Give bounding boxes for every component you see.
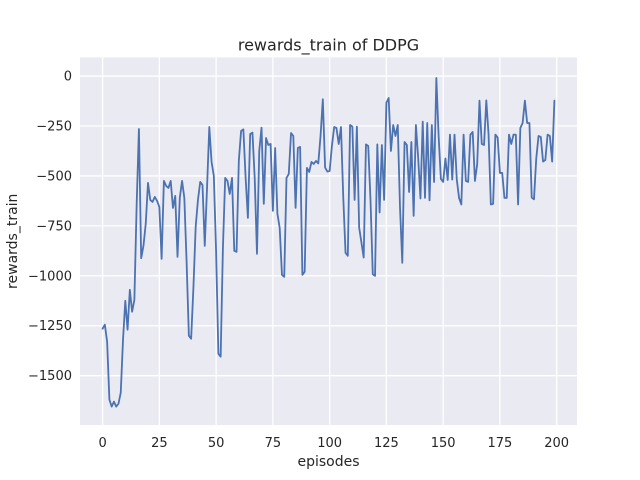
- x-tick-label: 100: [317, 436, 342, 451]
- x-tick-label: 25: [151, 436, 168, 451]
- x-tick-label: 50: [208, 436, 225, 451]
- data-line-rewards_train: [101, 77, 556, 408]
- y-tick-label: −1250: [28, 319, 72, 334]
- y-tick-label: −750: [36, 219, 72, 234]
- y-tick-label: −500: [36, 169, 72, 184]
- y-tick-label: 0: [64, 70, 72, 85]
- x-axis-label: episodes: [297, 454, 359, 470]
- chart-title: rewards_train of DDPG: [238, 36, 419, 56]
- y-tick-label: −1000: [28, 269, 72, 284]
- x-tick-label: 0: [98, 436, 106, 451]
- y-tick-label: −250: [36, 120, 72, 135]
- x-tick-label: 75: [265, 436, 282, 451]
- x-tick-label: 200: [544, 436, 569, 451]
- x-tick-label: 175: [488, 436, 513, 451]
- y-axis-label: rewards_train: [5, 194, 21, 289]
- plot-area: [80, 57, 577, 425]
- x-tick-label: 125: [374, 436, 399, 451]
- y-tick-label: −1500: [28, 369, 72, 384]
- x-tick-label: 150: [431, 436, 456, 451]
